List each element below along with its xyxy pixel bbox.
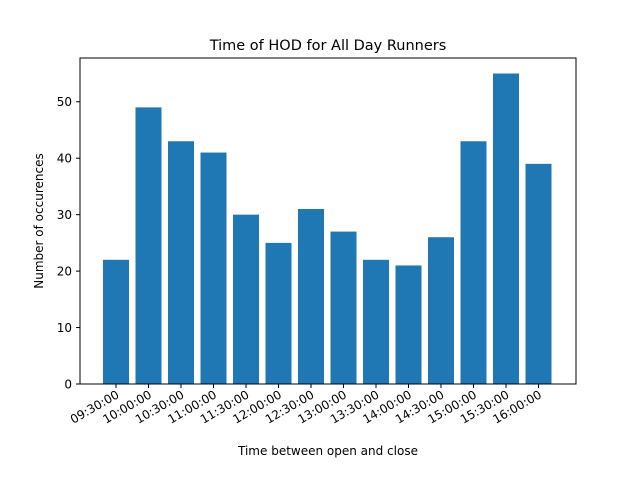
y-tick-label: 0 [64, 378, 72, 392]
bar-10-30-00 [168, 141, 194, 384]
bar-15-30-00 [493, 73, 519, 385]
bar-15-00-00 [460, 141, 487, 384]
y-axis-label: Number of occurences [32, 153, 46, 288]
y-tick-label: 40 [57, 152, 72, 166]
plot-frame [79, 57, 577, 385]
chart-title: Time of HOD for All Day Runners [209, 38, 447, 54]
y-tick-label: 30 [57, 208, 72, 222]
bar-16-00-00 [525, 163, 552, 384]
bar-14-00-00 [395, 265, 422, 384]
bar-11-00-00 [200, 152, 227, 384]
bar-10-00-00 [135, 107, 162, 384]
bar-13-00-00 [330, 231, 357, 384]
bars [103, 73, 552, 385]
bar-14-30-00 [428, 237, 454, 384]
y-tick-label: 50 [57, 95, 72, 109]
bar-13-30-00 [363, 259, 389, 384]
x-axis: 09:30:0010:00:0010:30:0011:00:0011:30:00… [68, 384, 544, 427]
y-axis: 0 10 20 30 40 50 [57, 95, 80, 392]
bar-12-00-00 [265, 242, 292, 384]
bar-12-30-00 [298, 209, 324, 384]
x-axis-label: Time between open and close [237, 444, 418, 458]
y-tick-label: 10 [57, 321, 72, 335]
y-tick-label: 20 [57, 265, 72, 279]
bar-11-30-00 [233, 214, 259, 384]
bar-09-30-00 [103, 259, 129, 384]
